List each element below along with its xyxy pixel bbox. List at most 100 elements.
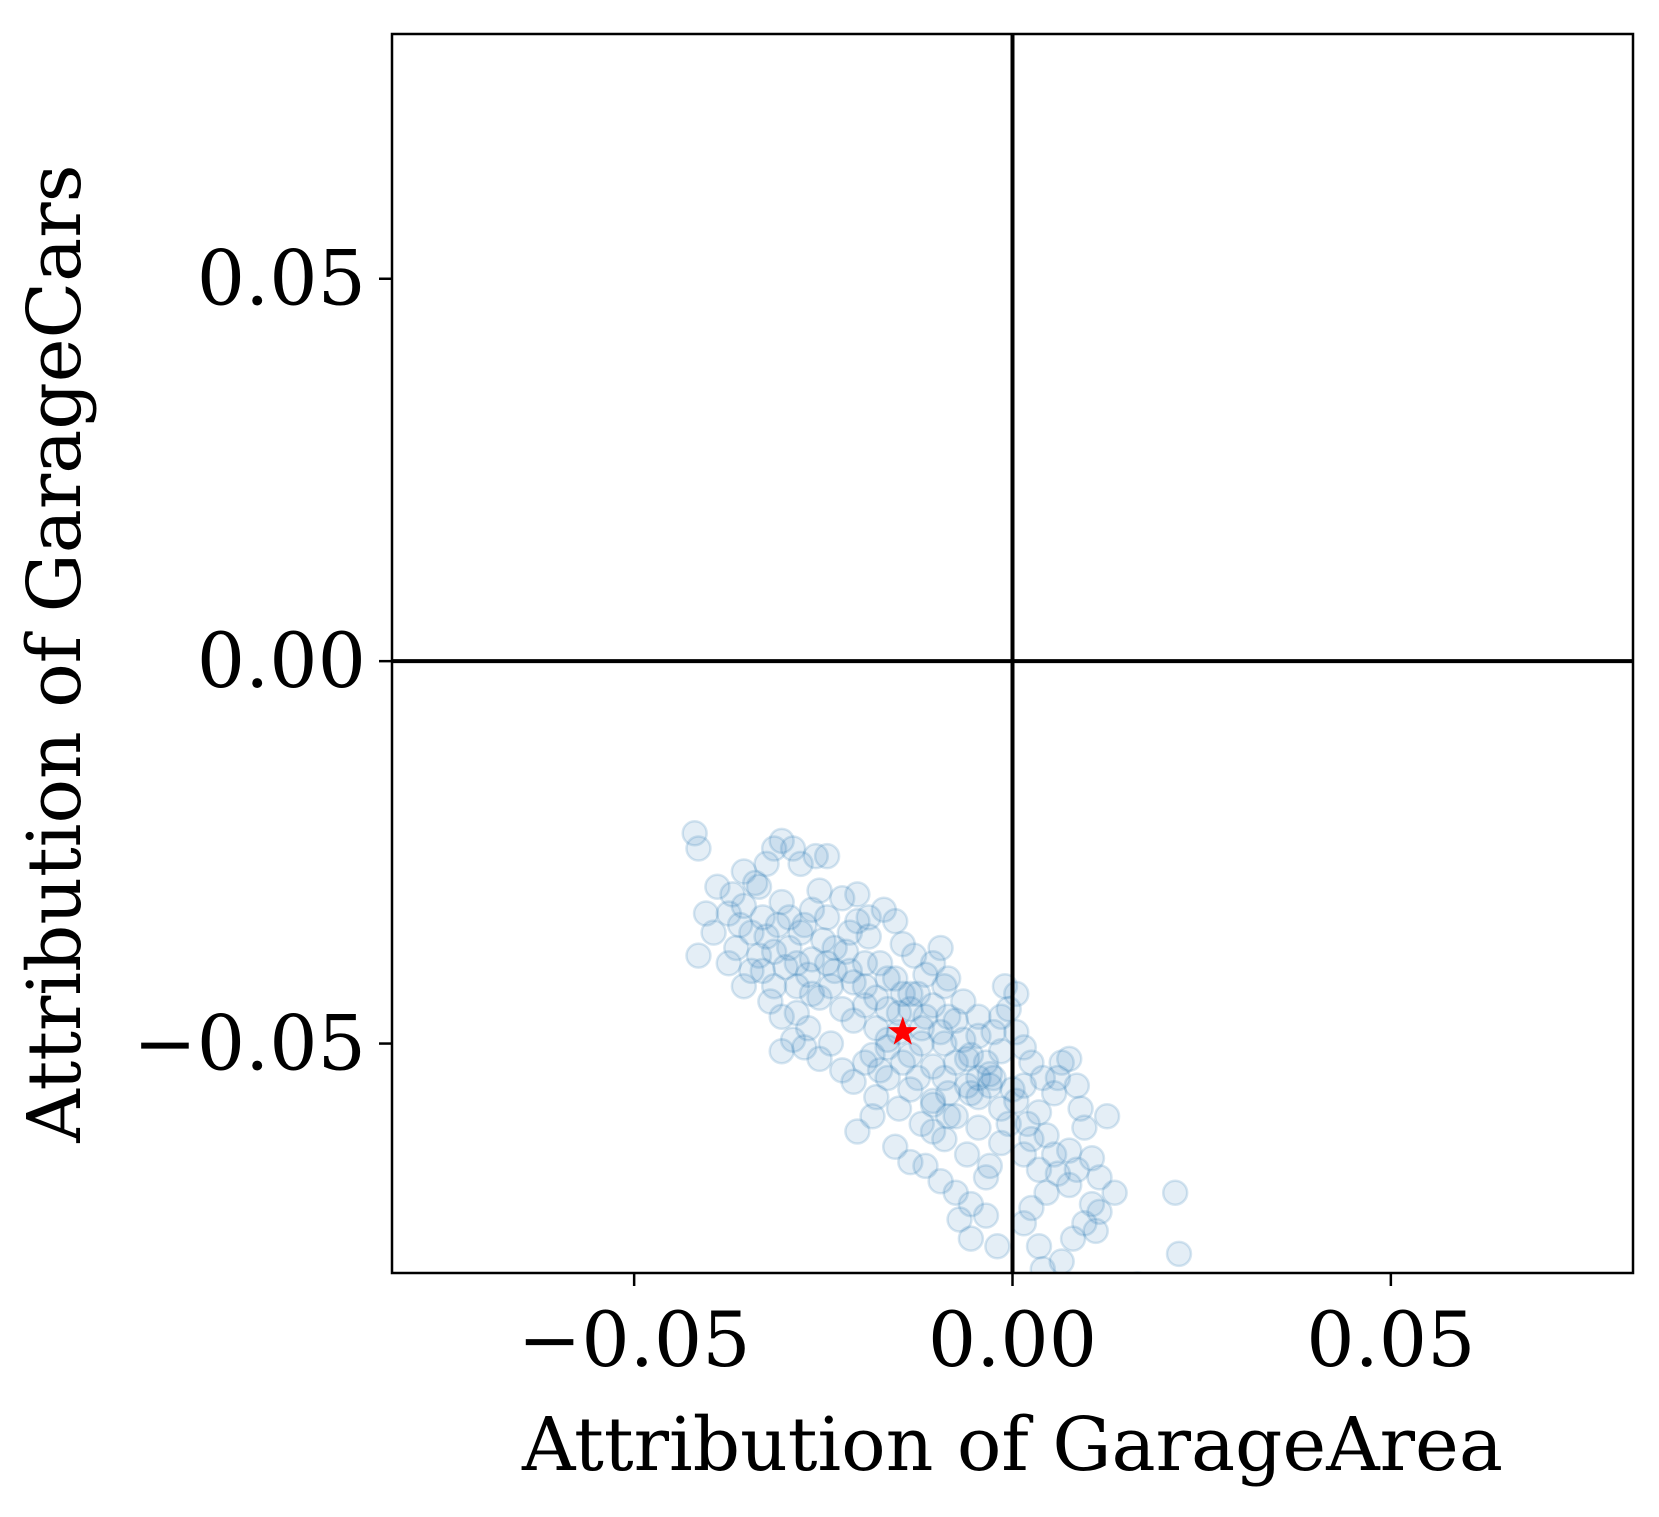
- scatter-point: [817, 972, 845, 1000]
- scatter-point: [772, 953, 799, 981]
- scatter-point: [806, 1045, 833, 1073]
- scatter-point: [976, 1060, 1004, 1088]
- scatter-point: [972, 1164, 1000, 1191]
- scatter-point: [791, 1034, 818, 1061]
- x-tick-label: −0.05: [518, 1295, 751, 1384]
- scatter-point: [965, 1114, 992, 1141]
- scatter-point: [832, 938, 860, 966]
- scatter-point: [851, 1049, 879, 1076]
- scatter-point: [919, 1118, 947, 1145]
- scatter-point: [836, 957, 864, 985]
- scatter-point: [942, 1179, 969, 1206]
- scatter-point: [984, 1232, 1011, 1260]
- scatter-point: [972, 1049, 1000, 1076]
- scatter-point: [794, 1015, 822, 1042]
- scatter-point: [889, 1049, 917, 1076]
- scatter-point: [919, 1053, 947, 1080]
- scatter-point: [704, 873, 731, 901]
- scatter-point: [1010, 1072, 1038, 1099]
- scatter-point: [1086, 1198, 1113, 1226]
- scatter-point: [881, 1133, 909, 1161]
- x-tick-label: 0.05: [1306, 1295, 1475, 1384]
- scatter-point: [821, 957, 848, 985]
- scatter-point: [976, 1072, 1004, 1099]
- scatter-point: [1071, 1114, 1098, 1141]
- scatter-point: [1165, 1240, 1193, 1268]
- scatter-point: [738, 957, 765, 985]
- scatter-point: [1082, 1217, 1109, 1245]
- scatter-point: [957, 1080, 985, 1107]
- scatter-point: [927, 1167, 954, 1195]
- scatter-point: [980, 1018, 1007, 1046]
- scatter-point: [1086, 1164, 1113, 1191]
- scatter-point: [813, 904, 841, 931]
- y-axis-label: Attribution of GarageCars: [12, 164, 98, 1143]
- scatter-point: [972, 1202, 1000, 1229]
- scatter-point: [1025, 1232, 1053, 1260]
- scatter-point: [1025, 1099, 1053, 1126]
- scatter-point: [851, 972, 879, 1000]
- scatter-point: [927, 934, 954, 962]
- scatter-point: [904, 980, 932, 1008]
- scatter-point: [745, 942, 773, 969]
- scatter-point: [783, 950, 811, 977]
- scatter-point: [828, 884, 856, 912]
- scatter-point: [912, 1003, 939, 1031]
- scatter-point: [783, 972, 811, 1000]
- scatter-point: [995, 995, 1022, 1023]
- scatter-point: [870, 896, 898, 923]
- scatter-point: [741, 869, 769, 897]
- scatter-point: [931, 1125, 958, 1153]
- scatter-point: [934, 1080, 962, 1107]
- scatter-point: [851, 992, 879, 1019]
- scatter-point: [730, 892, 758, 920]
- scatter-point: [715, 950, 742, 977]
- scatter-point: [1078, 1190, 1106, 1218]
- y-tick-label: 0.00: [197, 616, 366, 705]
- scatter-point: [957, 1190, 985, 1218]
- scatter-point: [723, 934, 750, 962]
- scatter-point: [745, 873, 773, 901]
- highlight-layer: [888, 1016, 918, 1045]
- scatter-point: [821, 934, 848, 962]
- scatter-point: [950, 1026, 977, 1053]
- scatter-point: [844, 881, 871, 908]
- scatter-point: [953, 1072, 981, 1099]
- scatter-point: [700, 919, 727, 946]
- scatter-point: [934, 965, 962, 992]
- y-tick-label: 0.05: [197, 234, 366, 323]
- scatter-point: [794, 961, 822, 988]
- scatter-point: [919, 1091, 947, 1118]
- scatter-point: [931, 972, 958, 1000]
- scatter-point: [1093, 1102, 1121, 1130]
- scatter-point: [953, 1045, 981, 1073]
- scatter-point: [726, 911, 754, 939]
- scatter-point: [836, 919, 864, 946]
- scatter-point: [768, 1037, 795, 1065]
- scatter-point: [965, 1064, 992, 1092]
- scatter-point: [1063, 1156, 1091, 1183]
- scatter-point: [1078, 1145, 1106, 1172]
- scatter-point: [1056, 1045, 1083, 1073]
- scatter-point: [855, 923, 882, 950]
- highlight-star-marker: [888, 1016, 918, 1045]
- scatter-point: [851, 950, 879, 977]
- scatter-point: [866, 950, 894, 977]
- scatter-point: [715, 900, 742, 927]
- scatter-point: [692, 900, 720, 927]
- scatter-point: [859, 1102, 886, 1130]
- scatter-point: [953, 1141, 981, 1168]
- scatter-point: [1018, 1125, 1045, 1153]
- scatter-point: [753, 923, 780, 950]
- scatter-point: [863, 1015, 890, 1042]
- scatter-point: [749, 904, 777, 931]
- scatter-point: [719, 881, 746, 908]
- scatter-point: [760, 835, 788, 862]
- scatter-point: [730, 858, 758, 885]
- scatter-point: [840, 1068, 867, 1096]
- scatter-point: [749, 957, 777, 985]
- scatter-point: [874, 1034, 901, 1061]
- scatter-point: [840, 969, 867, 996]
- scatter-point: [866, 1057, 894, 1084]
